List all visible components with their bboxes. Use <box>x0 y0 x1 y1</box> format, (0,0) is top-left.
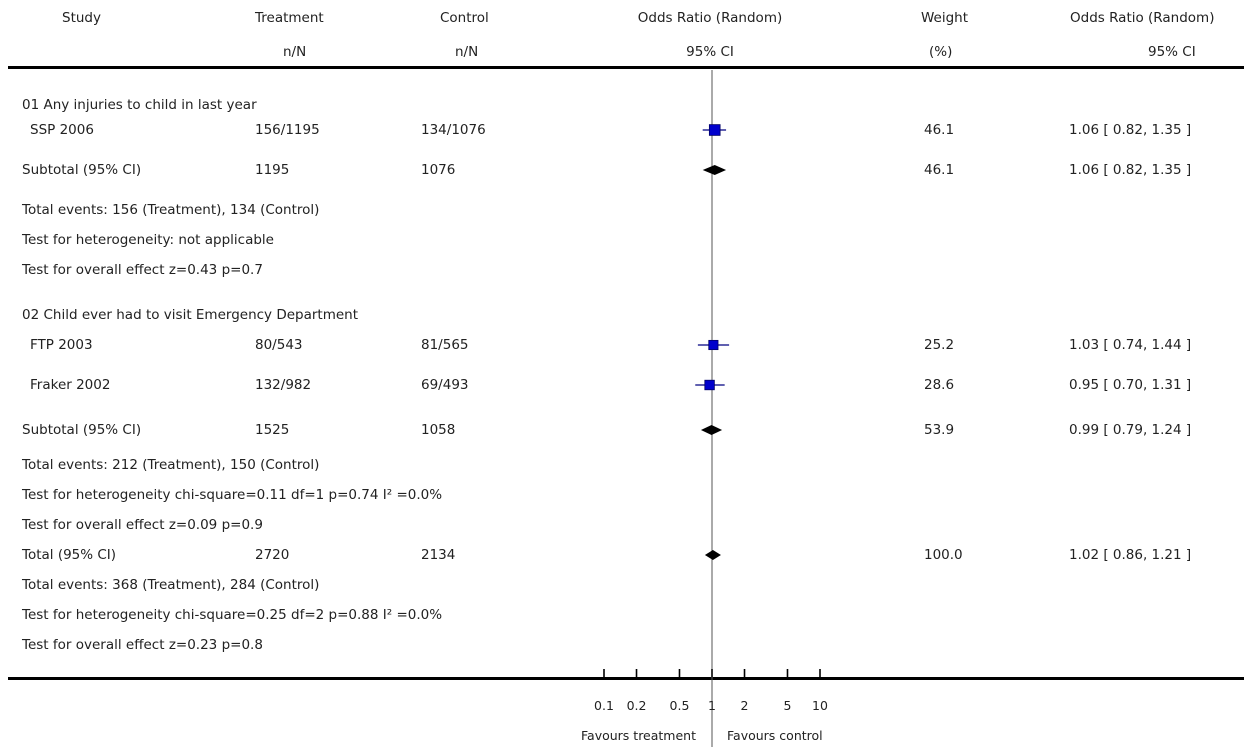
header-or-text: Odds Ratio (Random) <box>1070 10 1215 26</box>
summary-note: Test for heterogeneity chi-square=0.11 d… <box>22 487 443 503</box>
summary-note: Total events: 368 (Treatment), 284 (Cont… <box>22 577 320 593</box>
header-control: Control <box>440 10 489 26</box>
header-or-plot-sub: 95% CI <box>686 44 734 60</box>
ci-value: 0.99 [ 0.79, 1.24 ] <box>1069 422 1192 438</box>
header-or-plot: Odds Ratio (Random) <box>637 10 783 26</box>
weight-value: 25.2 <box>924 337 955 353</box>
axis-tick-label: 0.5 <box>670 698 690 713</box>
subtotal-label: Subtotal (95% CI) <box>22 422 142 438</box>
ci-value: 1.06 [ 0.82, 1.35 ] <box>1069 162 1192 178</box>
treatment-value: 156/1195 <box>255 122 320 138</box>
study-label: SSP 2006 <box>30 122 94 138</box>
header-treatment: Treatment <box>255 10 324 26</box>
study-label: Fraker 2002 <box>30 377 111 393</box>
weight-value: 46.1 <box>924 162 955 178</box>
header-rule <box>8 66 1244 69</box>
weight-value: 46.1 <box>924 122 955 138</box>
summary-note: Test for overall effect z=0.23 p=0.8 <box>22 637 263 653</box>
ci-value: 1.02 [ 0.86, 1.21 ] <box>1069 547 1192 563</box>
header-control-sub: n/N <box>455 44 479 60</box>
weight-value: 28.6 <box>924 377 955 393</box>
summary-note: Test for overall effect z=0.09 p=0.9 <box>22 517 263 533</box>
header-or-text-sub: 95% CI <box>1148 44 1196 60</box>
axis-tick-label: 2 <box>741 698 749 713</box>
group-heading: 02 Child ever had to visit Emergency Dep… <box>22 307 359 323</box>
control-value: 134/1076 <box>421 122 486 138</box>
axis-tick-label: 5 <box>784 698 792 713</box>
control-value: 1076 <box>421 162 456 178</box>
footer-rule <box>8 677 1244 680</box>
ci-value: 1.06 [ 0.82, 1.35 ] <box>1069 122 1192 138</box>
header-weight-sub: (%) <box>929 44 953 60</box>
treatment-value: 2720 <box>255 547 290 563</box>
ci-value: 1.03 [ 0.74, 1.44 ] <box>1069 337 1192 353</box>
favours-control-label: Favours control <box>727 728 823 743</box>
weight-value: 53.9 <box>924 422 955 438</box>
study-marker <box>704 379 715 391</box>
group-heading: 01 Any injuries to child in last year <box>22 97 257 113</box>
header-study: Study <box>62 10 101 26</box>
summary-note: Total events: 212 (Treatment), 150 (Cont… <box>22 457 320 473</box>
total-label: Total (95% CI) <box>22 547 117 563</box>
summary-note: Test for overall effect z=0.43 p=0.7 <box>22 262 263 278</box>
study-label: FTP 2003 <box>30 337 93 353</box>
control-value: 1058 <box>421 422 456 438</box>
ci-value: 0.95 [ 0.70, 1.31 ] <box>1069 377 1192 393</box>
summary-note: Test for heterogeneity: not applicable <box>22 232 274 248</box>
study-marker <box>708 339 719 351</box>
treatment-value: 132/982 <box>255 377 312 393</box>
summary-note: Test for heterogeneity chi-square=0.25 d… <box>22 607 443 623</box>
axis-tick-label: 1 <box>708 698 716 713</box>
control-value: 69/493 <box>421 377 469 393</box>
control-value: 2134 <box>421 547 456 563</box>
treatment-value: 1195 <box>255 162 290 178</box>
summary-note: Total events: 156 (Treatment), 134 (Cont… <box>22 202 320 218</box>
axis-tick-label: 0.2 <box>627 698 647 713</box>
treatment-value: 1525 <box>255 422 290 438</box>
axis-tick-label: 10 <box>812 698 828 713</box>
header-treatment-sub: n/N <box>283 44 307 60</box>
pooled-diamond <box>700 425 723 435</box>
subtotal-label: Subtotal (95% CI) <box>22 162 142 178</box>
study-marker <box>708 124 721 136</box>
pooled-diamond <box>702 165 727 175</box>
weight-value: 100.0 <box>924 547 963 563</box>
treatment-value: 80/543 <box>255 337 303 353</box>
control-value: 81/565 <box>421 337 469 353</box>
header-weight: Weight <box>921 10 969 26</box>
favours-treatment-label: Favours treatment <box>581 728 697 743</box>
pooled-diamond <box>704 550 721 560</box>
axis-tick-label: 0.1 <box>594 698 614 713</box>
